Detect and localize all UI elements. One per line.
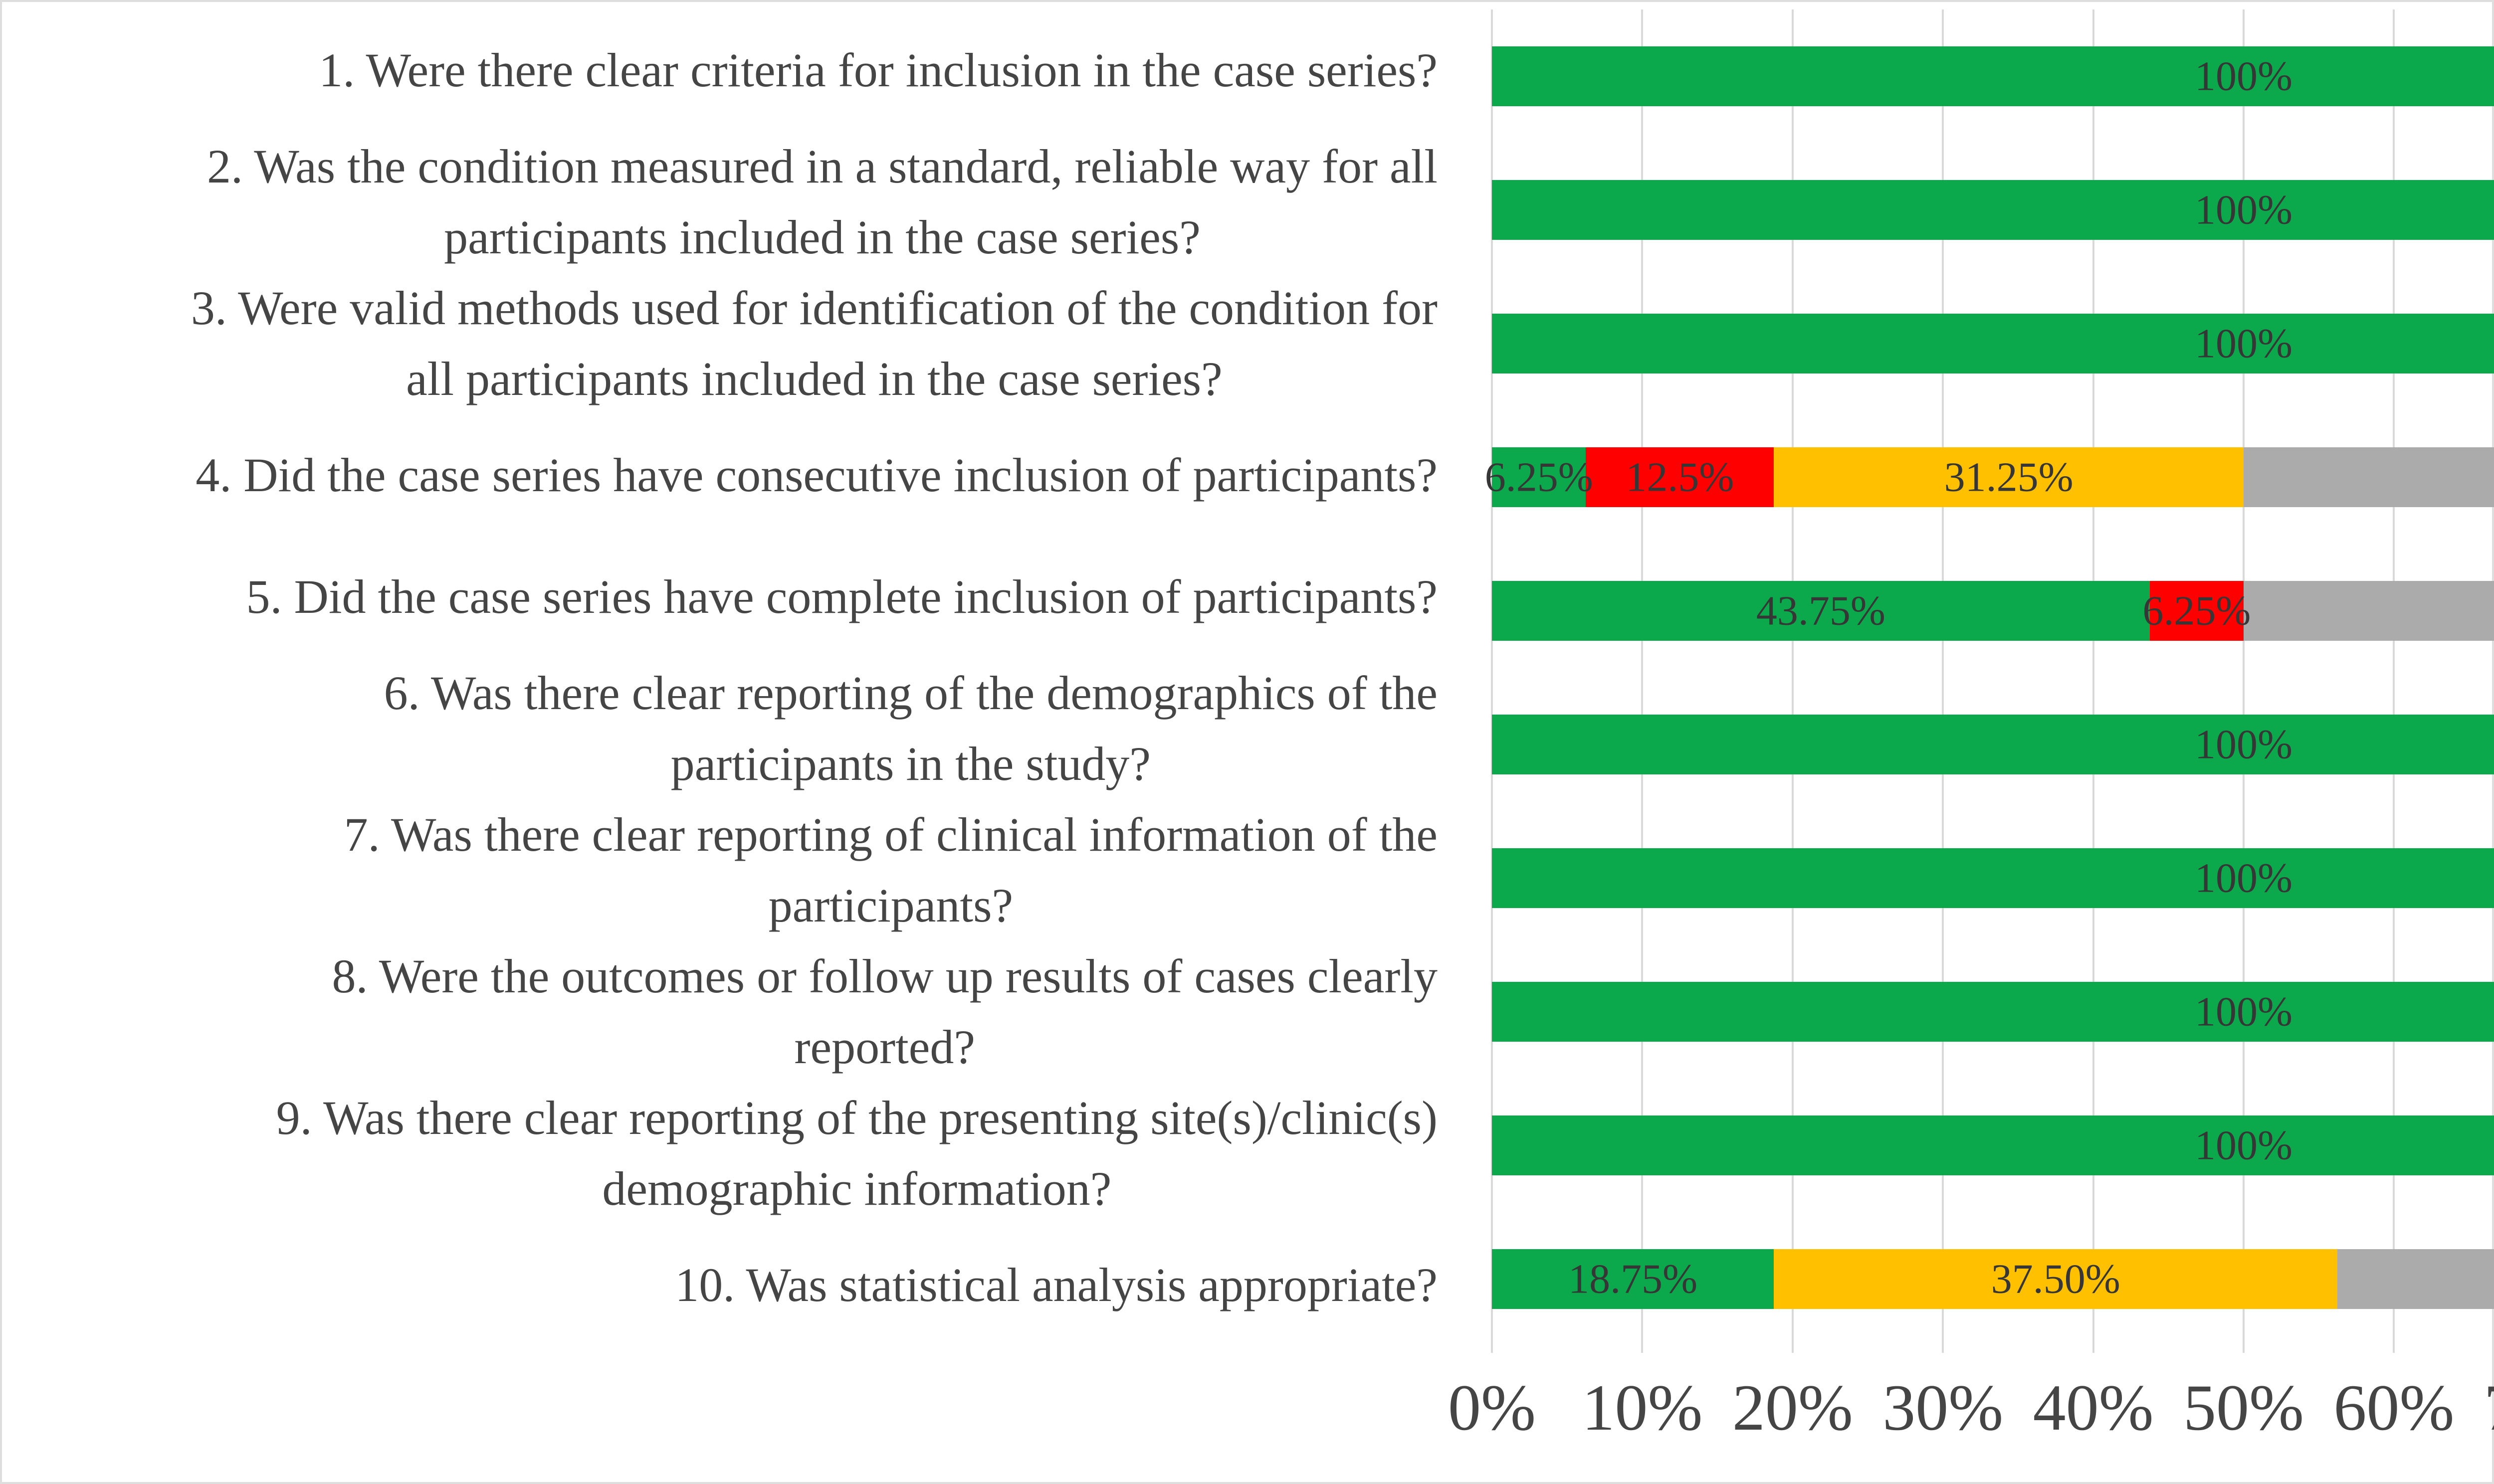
gridline-10% — [1641, 9, 1644, 1353]
gridline-20% — [1791, 9, 1794, 1353]
category-label-row-6: 6. Was there clear reporting of the demo… — [14, 658, 1458, 799]
category-label-row-7: 7. Was there clear reporting of clinical… — [14, 799, 1458, 941]
question-label: 4. Did the case series have consecutive … — [196, 448, 1438, 502]
bar-segment-value-label: 43.75% — [1756, 587, 1885, 634]
question-label: 8. Were the outcomes or follow up result… — [332, 949, 1438, 1074]
bar-row-9: 100% — [1492, 1079, 2494, 1212]
bar-segment-not-applicable: 43.75% — [2337, 1249, 2494, 1309]
x-tick-label-40%: 40% — [2033, 1371, 2154, 1444]
bar-row-10: 18.75% 37.50% 43.75% — [1492, 1212, 2494, 1346]
question-label: 5. Did the case series have complete inc… — [246, 569, 1438, 623]
x-tick-label-70%: 70% — [2484, 1369, 2494, 1446]
bar-segment-value-label: 31.25% — [1944, 454, 2074, 501]
question-label: 3. Were valid methods used for identific… — [191, 281, 1438, 405]
gridline-40% — [2092, 9, 2094, 1353]
x-tick-label-50%: 50% — [2183, 1371, 2304, 1444]
bar-rows: 100% 100% 100% 6.25% 12.5% 31.25% 50% 43.75% 6.2… — [1485, 9, 2494, 1346]
x-axis: 0%10%20%30%40%50%60%70%80%90%100% — [1448, 1369, 2494, 1464]
category-label-row-8: 8. Were the outcomes or follow up result… — [14, 941, 1458, 1083]
bar-segment-yes: 6.25% — [1485, 447, 1593, 507]
gridline-30% — [1942, 9, 1944, 1353]
plot-area: 100% 100% 100% 6.25% 12.5% 31.25% 50% 43.75% 6.2… — [1485, 9, 2494, 1353]
bar-segment-value-label: 100% — [2195, 53, 2292, 100]
bar-row-7: 100% — [1492, 811, 2494, 945]
stacked-bar: 6.25% 12.5% 31.25% 50% — [1485, 447, 2494, 507]
stacked-bar: 100% — [1492, 180, 2494, 240]
x-tick-label-20%: 20% — [1732, 1371, 1853, 1444]
bar-segment-not-applicable: 50% — [2244, 581, 2494, 641]
bar-segment-value-label: 100% — [2195, 855, 2292, 902]
bar-segment-yes: 100% — [1492, 180, 2494, 240]
bar-segment-value-label: 100% — [2195, 721, 2292, 768]
bar-row-4: 6.25% 12.5% 31.25% 50% — [1485, 410, 2494, 544]
bar-segment-not-applicable: 50% — [2244, 447, 2494, 507]
stacked-bar: 18.75% 37.50% 43.75% — [1492, 1249, 2494, 1309]
category-label-row-10: 10. Was statistical analysis appropriate… — [14, 1224, 1458, 1346]
bar-segment-yes: 18.75% — [1492, 1249, 1774, 1309]
bar-segment-unclear: 31.25% — [1774, 447, 2244, 507]
category-label-row-2: 2. Was the condition measured in a stand… — [14, 131, 1458, 273]
bar-segment-value-label: 100% — [2195, 320, 2292, 367]
stacked-bar: 100% — [1492, 46, 2494, 106]
bar-segment-value-label: 6.25% — [2142, 587, 2251, 634]
bar-segment-value-label: 100% — [2195, 186, 2292, 233]
bar-row-8: 100% — [1492, 945, 2494, 1079]
question-label: 1. Were there clear criteria for inclusi… — [319, 43, 1438, 97]
bar-segment-yes: 100% — [1492, 1115, 2494, 1175]
bar-row-2: 100% — [1492, 143, 2494, 277]
stacked-bar: 100% — [1492, 848, 2494, 908]
x-tick-label-10%: 10% — [1582, 1371, 1703, 1444]
category-label-row-4: 4. Did the case series have consecutive … — [14, 414, 1458, 536]
stacked-bar: 43.75% 6.25%50% — [1492, 581, 2494, 641]
bar-segment-unclear: 37.50% — [1774, 1249, 2338, 1309]
bar-segment-value-label: 18.75% — [1568, 1256, 1698, 1302]
x-tick-label-60%: 60% — [2333, 1371, 2455, 1444]
gridline-50% — [2243, 9, 2245, 1353]
question-label: 6. Was there clear reporting of the demo… — [384, 666, 1438, 790]
bar-segment-yes: 43.75% — [1492, 581, 2150, 641]
gridline-60% — [2393, 9, 2395, 1353]
stacked-bar: 100% — [1492, 982, 2494, 1042]
stacked-bar: 100% — [1492, 715, 2494, 774]
bar-segment-yes: 100% — [1492, 46, 2494, 106]
gridline-0% — [1491, 9, 1493, 1353]
x-tick-label-30%: 30% — [1882, 1371, 2004, 1444]
question-label: 9. Was there clear reporting of the pres… — [276, 1091, 1438, 1216]
bar-segment-no: 6.25% — [2142, 581, 2251, 641]
bar-row-5: 43.75% 6.25%50% — [1492, 544, 2494, 678]
question-label: 10. Was statistical analysis appropriate… — [675, 1258, 1438, 1312]
bar-segment-value-label: 6.25% — [1484, 454, 1593, 501]
bar-segment-yes: 100% — [1492, 848, 2494, 908]
bar-segment-value-label: 37.50% — [1991, 1256, 2120, 1302]
category-label-row-5: 5. Did the case series have complete inc… — [14, 536, 1458, 658]
question-label: 7. Was there clear reporting of clinical… — [344, 807, 1438, 932]
bar-row-6: 100% — [1492, 678, 2494, 811]
question-label: 2. Was the condition measured in a stand… — [207, 139, 1438, 264]
stacked-bar: 100% — [1492, 314, 2494, 373]
category-label-row-9: 9. Was there clear reporting of the pres… — [14, 1083, 1458, 1224]
bar-segment-no: 12.5% — [1586, 447, 1774, 507]
bar-segment-value-label: 12.5% — [1626, 454, 1734, 501]
category-label-row-3: 3. Were valid methods used for identific… — [14, 273, 1458, 414]
stacked-bar: 100% — [1492, 1115, 2494, 1175]
bar-row-1: 100% — [1492, 9, 2494, 143]
bar-segment-yes: 100% — [1492, 715, 2494, 774]
bar-segment-value-label: 100% — [2195, 1122, 2292, 1169]
bar-segment-value-label: 100% — [2195, 988, 2292, 1035]
category-labels-column: 1. Were there clear criteria for inclusi… — [14, 9, 1458, 1346]
category-label-row-1: 1. Were there clear criteria for inclusi… — [14, 9, 1458, 131]
x-tick-label-0%: 0% — [1448, 1371, 1536, 1444]
bar-segment-yes: 100% — [1492, 314, 2494, 373]
bar-segment-yes: 100% — [1492, 982, 2494, 1042]
bar-row-3: 100% — [1492, 277, 2494, 410]
